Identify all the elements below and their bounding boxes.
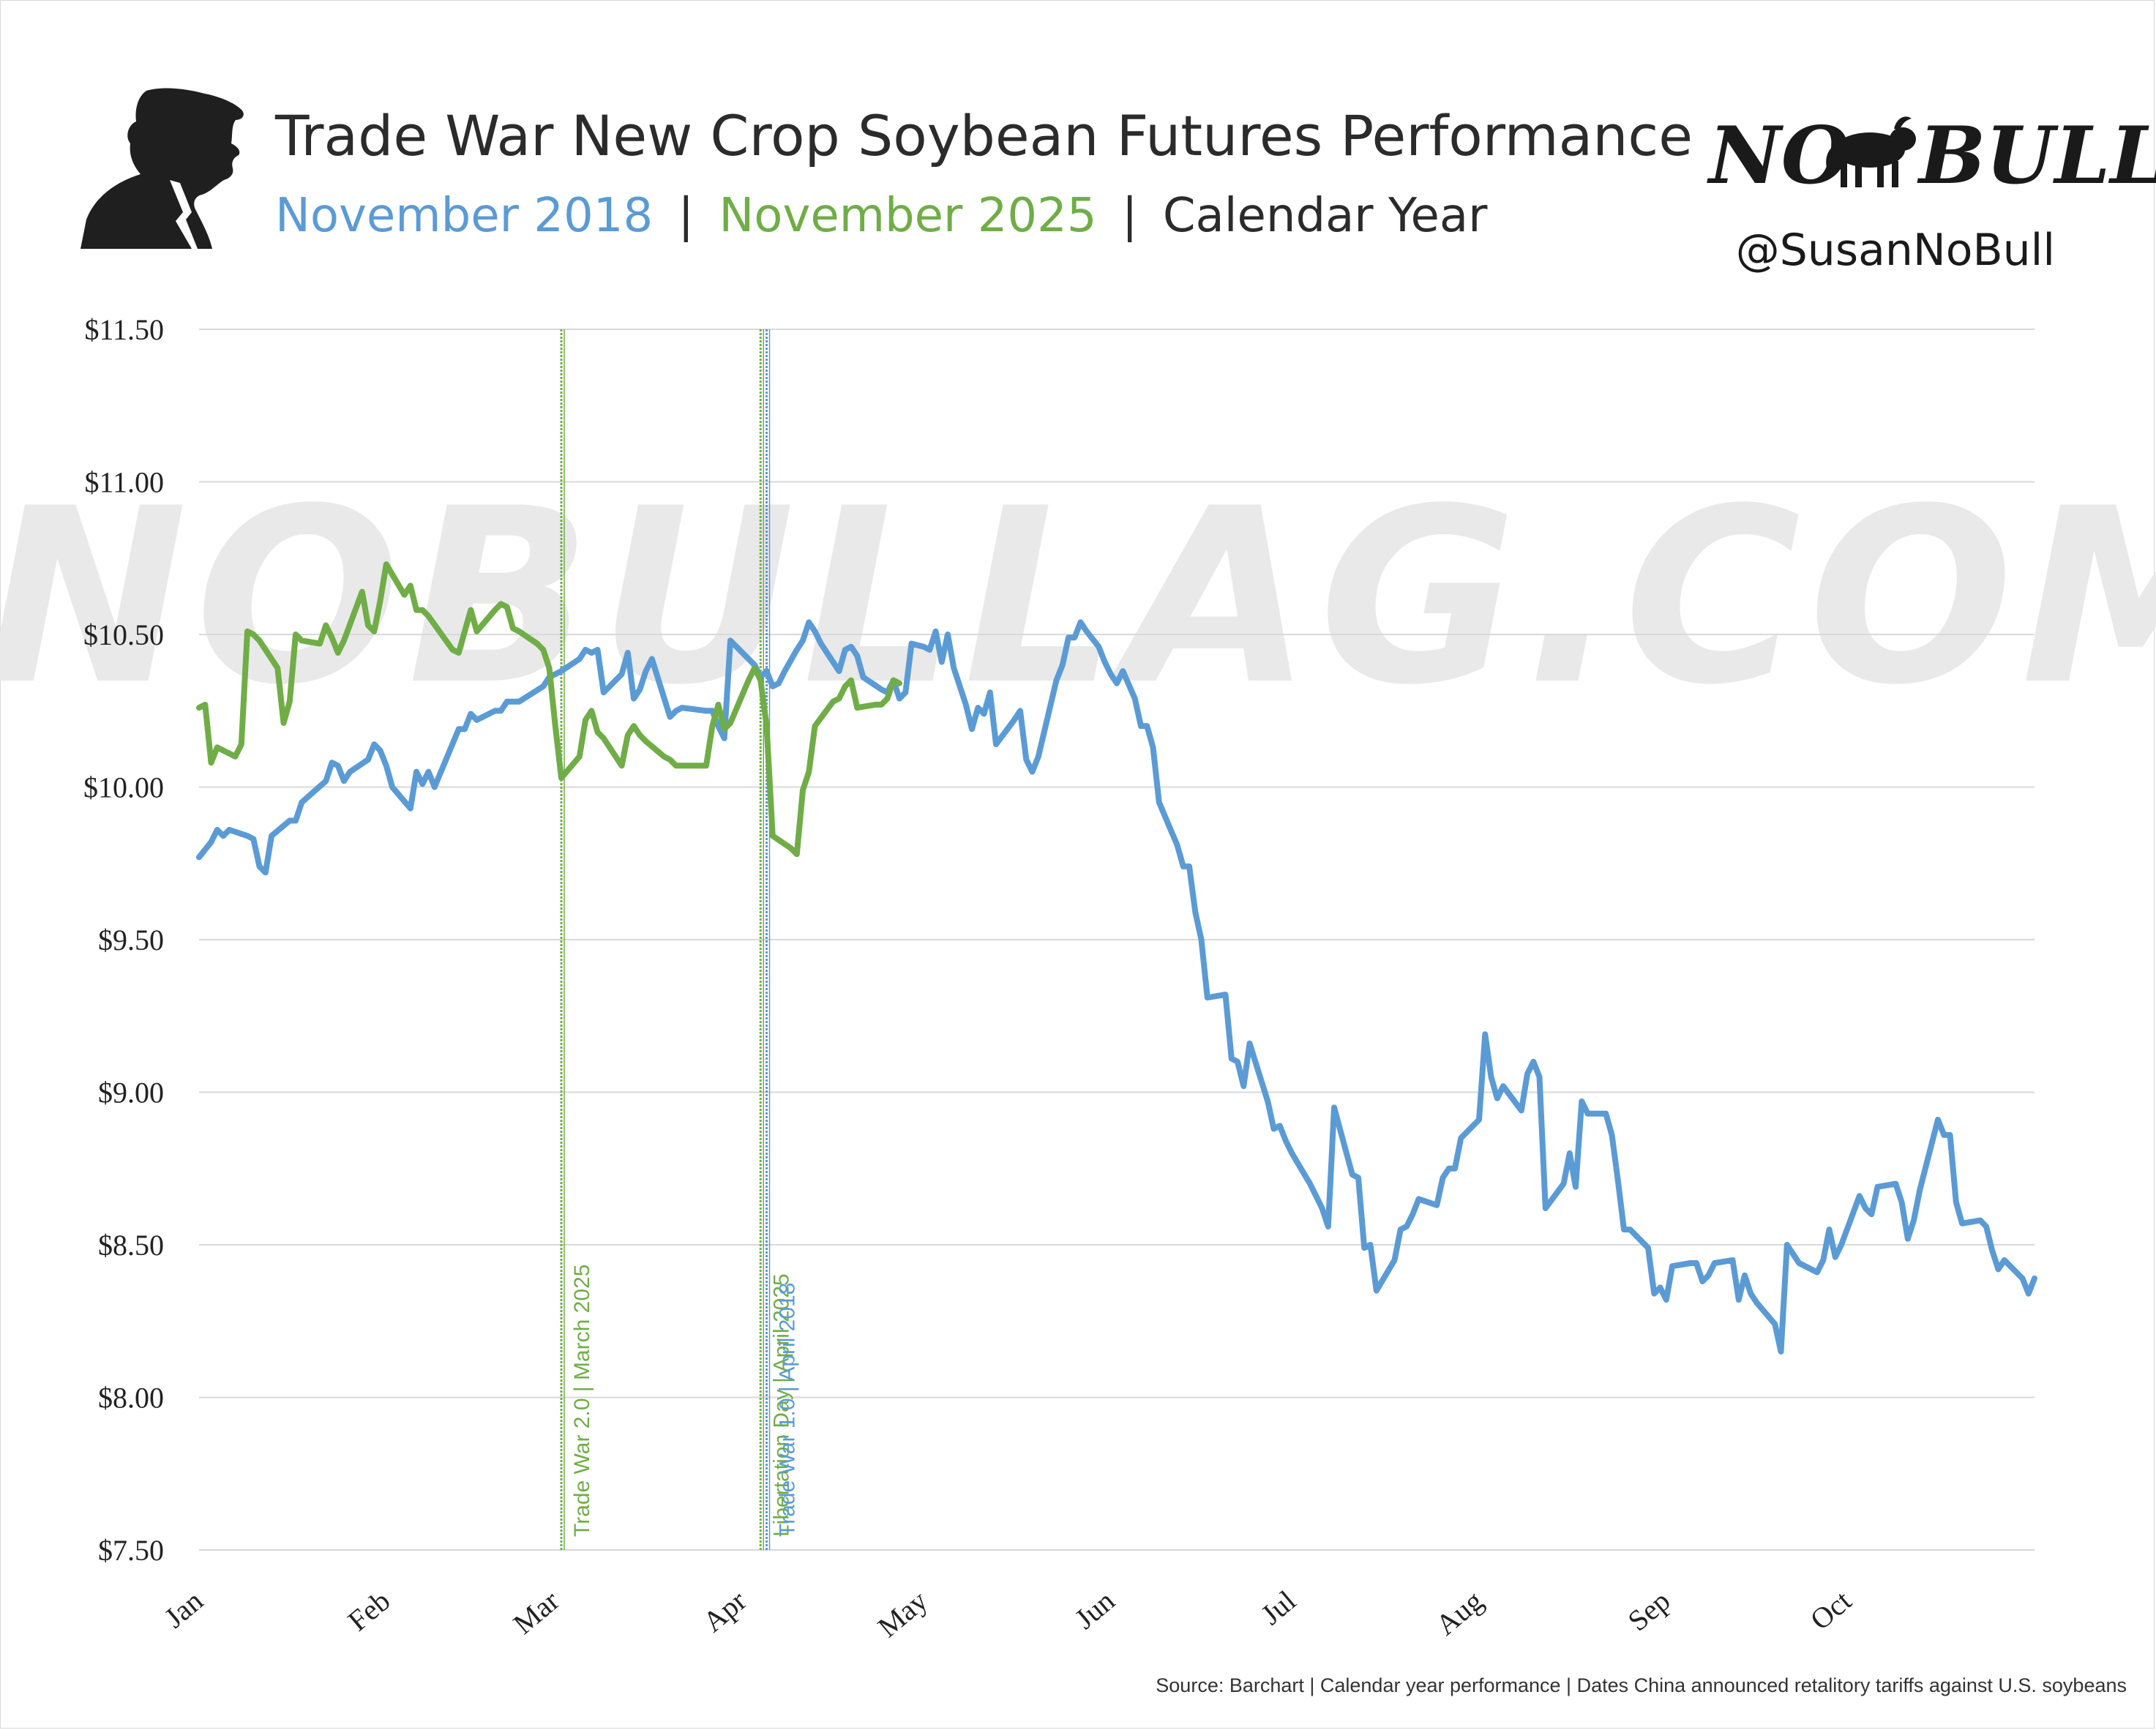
logo-no: NO (1707, 110, 1850, 202)
x-tick-label: May (872, 1584, 934, 1644)
annotation-label: Trade War 1.0 | April 2018 (776, 1283, 800, 1537)
y-axis: $7.50 $8.00 $8.50 $9.00 $9.50 $10.00 $10.50 $11… (83, 313, 164, 1567)
x-tick-label: Sep (1622, 1584, 1677, 1637)
series-line-november-2018 (196, 619, 2037, 1355)
y-tick-label: $9.50 (98, 924, 164, 956)
silhouette-icon (81, 88, 244, 249)
subtitle-2025: November 2025 (719, 189, 1096, 243)
y-tick-label: $10.00 (83, 771, 164, 804)
tariff-annotations: Trade War 2.0 | March 2025 Libertation Da… (560, 329, 800, 1550)
twitter-handle: @SusanNoBull (1736, 225, 2055, 276)
y-tick-label: $10.50 (83, 618, 164, 651)
y-tick-label: $11.00 (84, 466, 164, 499)
chart-subtitle: November 2018 | November 2025 | Calendar… (275, 189, 1488, 243)
gridlines (199, 329, 2035, 1551)
series-line-november-2025 (196, 561, 902, 858)
y-tick-label: $8.00 (98, 1382, 164, 1415)
y-tick-label: $7.50 (98, 1534, 164, 1567)
bull-icon (1826, 116, 1916, 187)
x-tick-label: Aug (1429, 1584, 1489, 1641)
y-tick-label: $11.50 (84, 313, 164, 346)
annotation-label: Libertation Day | April 2025 (769, 1273, 793, 1537)
x-tick-label: Feb (342, 1584, 397, 1637)
x-axis: Jan Feb Mar Apr May Jun Jul Aug Sep Oct (158, 1584, 1857, 1644)
x-tick-label: Mar (507, 1584, 566, 1640)
watermark: NOBULLAG.COM (0, 457, 2156, 738)
y-tick-label: $9.00 (98, 1076, 164, 1109)
subtitle-separator: | (1122, 189, 1138, 243)
x-tick-label: Jan (158, 1584, 209, 1634)
logo-bull: BULL (1917, 110, 2156, 202)
chart-title: Trade War New Crop Soybean Futures Perfo… (274, 103, 1693, 168)
nobull-logo: NO BULL (1707, 110, 2156, 202)
y-tick-label: $8.50 (98, 1229, 164, 1262)
x-tick-label: Oct (1804, 1584, 1857, 1636)
subtitle-2018: November 2018 (275, 189, 653, 243)
source-note: Source: Barchart | Calendar year perform… (1156, 1674, 2127, 1696)
subtitle-separator: | (678, 189, 695, 243)
x-tick-label: Jun (1068, 1584, 1121, 1635)
x-tick-label: Jul (1254, 1584, 1302, 1630)
subtitle-calendar-year: Calendar Year (1163, 189, 1488, 243)
annotation-label: Trade War 2.0 | March 2025 (570, 1265, 594, 1537)
x-tick-label: Apr (697, 1584, 753, 1638)
series-lines (196, 561, 2037, 1355)
